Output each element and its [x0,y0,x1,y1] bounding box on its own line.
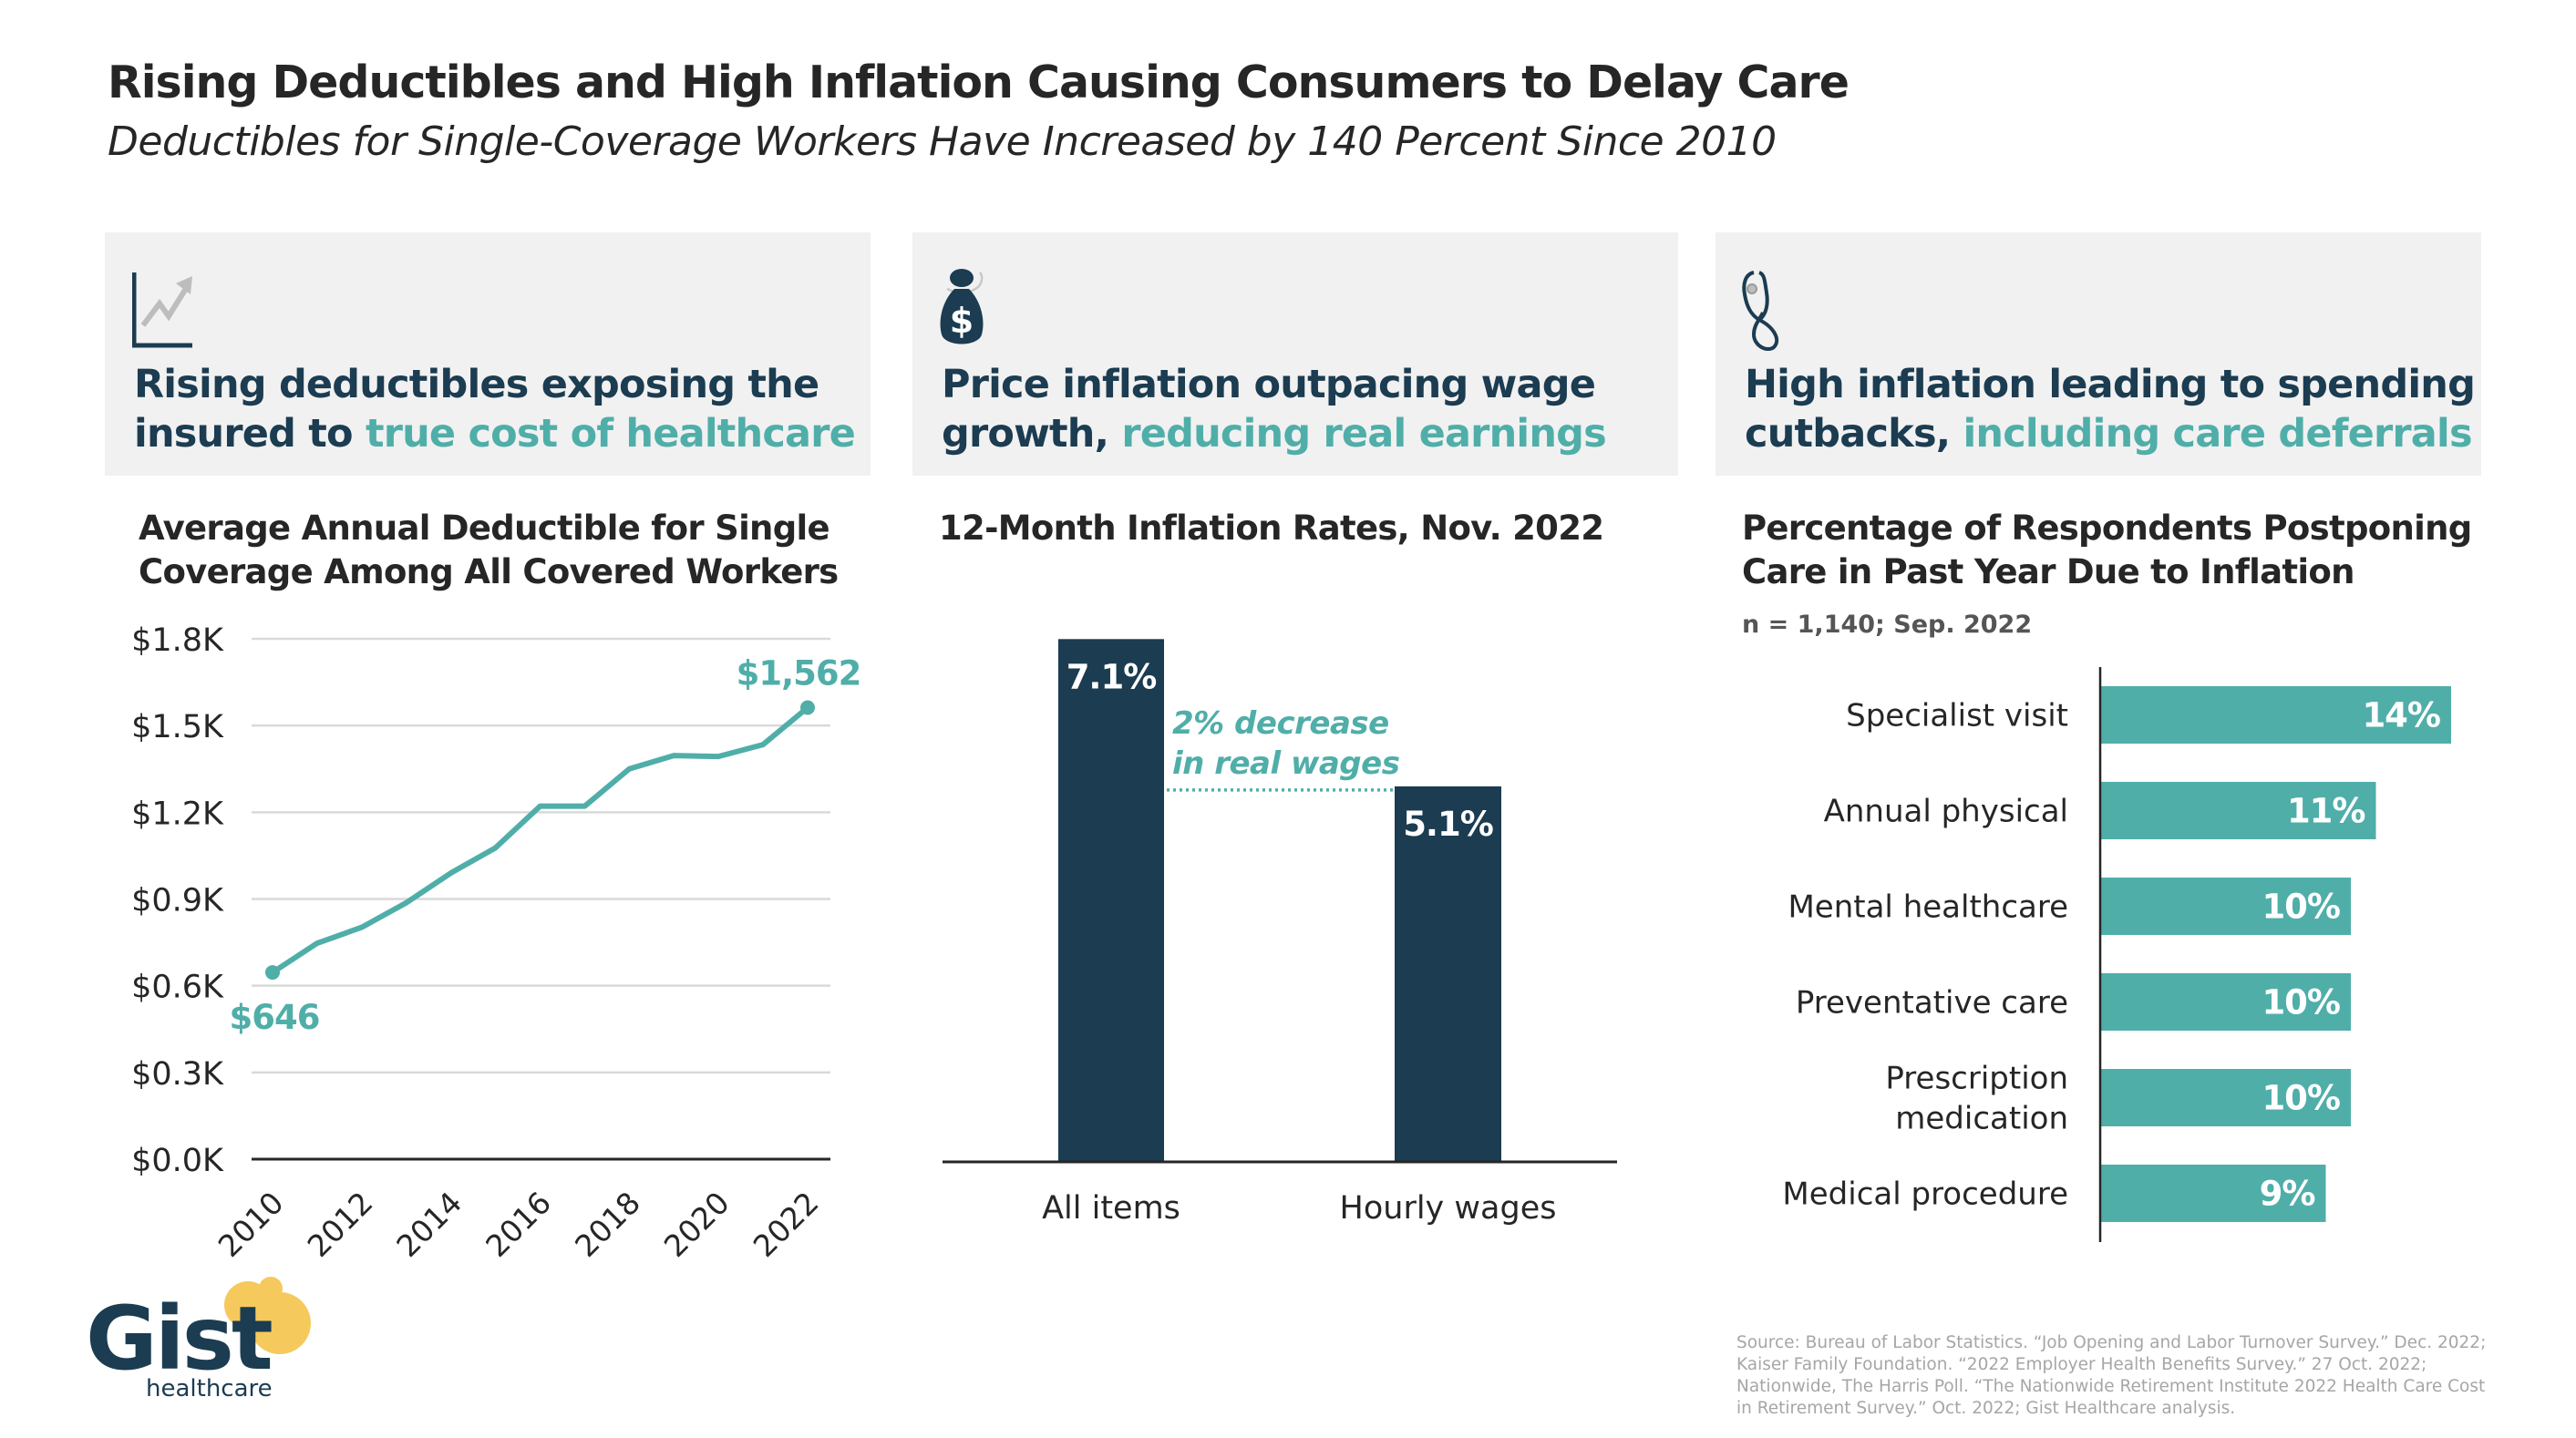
headline-line1: Rising deductibles exposing the [134,362,819,407]
panel-rising-deductibles: Rising deductibles exposing the insured … [105,232,871,476]
panel-headline: High inflation leading to spending cutba… [1745,360,2476,458]
logo-wordmark: Gist [86,1288,272,1390]
bar [2100,973,2351,1031]
panel-headline: Price inflation outpacing wage growth, r… [942,360,1607,458]
svg-text:$: $ [950,301,974,341]
category-label: Hourly wages [1340,1190,1557,1227]
line-chart-title-line2: Coverage Among All Covered Workers [139,552,839,591]
bar-value-label: 10% [2262,1079,2340,1118]
money-bag-icon: $ [940,269,984,344]
bar-value-label: 10% [2262,983,2340,1022]
panel-spending-cutbacks: High inflation leading to spending cutba… [1716,232,2481,476]
data-label-end: $1,562 [737,653,861,693]
category-label: Prescription [1885,1061,2068,1097]
bar-value-label: 14% [2362,696,2440,735]
bar [1058,639,1164,1162]
y-tick-label: $1.8K [131,622,224,659]
y-tick-label: $0.6K [131,970,224,1006]
data-label-start: $646 [230,998,320,1037]
headline-line1: Price inflation outpacing wage [942,362,1596,407]
category-label: Medical procedure [1782,1176,2068,1213]
y-tick-label: $0.0K [131,1143,224,1179]
bar-value-label: 7.1% [1066,657,1157,696]
page-subtitle: Deductibles for Single-Coverage Workers … [108,118,1777,165]
bar [2100,686,2451,744]
annotation-line2: in real wages [1172,745,1400,782]
headline-dark: insured to [134,411,366,457]
bar [2100,1165,2326,1222]
category-label: Annual physical [1824,794,2068,830]
bar-chart-title: 12-Month Inflation Rates, Nov. 2022 [939,508,1604,548]
y-tick-label: $1.5K [131,709,224,745]
headline-accent: reducing real earnings [1121,411,1606,457]
y-tick-label: $1.2K [131,796,224,832]
postponing-care-bar-chart: 14% Specialist visit 11% Annual physical 10%… [1782,667,2451,1242]
category-label: medication [1895,1101,2068,1137]
line-chart-title-line1: Average Annual Deductible for Single [139,508,830,548]
hbar-chart-title-line1: Percentage of Respondents Postponing [1742,508,2472,548]
category-label: Specialist visit [1846,698,2068,734]
bar [2100,782,2376,839]
logo-bubble-main [249,1292,311,1354]
bar-value-label: 10% [2262,888,2340,927]
panel-headline: Rising deductibles exposing the insured … [134,360,856,458]
inflation-bar-chart: 7.1% All items 5.1% Hourly wages 2% decreas… [943,639,1617,1227]
deductible-line-chart: $0.0K$0.3K$0.6K$0.9K$1.2K$1.5K$1.8K 2010… [131,622,861,1264]
category-label: All items [1042,1190,1180,1227]
headline-dark: cutbacks, [1745,411,1963,457]
panel-price-inflation: $ Price inflation outpacing wage growth,… [912,232,1678,476]
trend-chart-icon [132,272,192,348]
headline-line1: High inflation leading to spending [1745,362,2476,407]
headline-dark: growth, [942,411,1122,457]
source-citation: Source: Bureau of Labor Statistics. “Job… [1736,1333,2487,1418]
hbar-chart-title-line2: Care in Past Year Due to Inflation [1742,552,2354,591]
data-point [265,965,280,981]
gist-healthcare-logo: Gist healthcare [86,1277,311,1402]
hbar-chart-title: Percentage of Respondents Postponing Car… [1742,507,2472,594]
y-tick-label: $0.3K [131,1056,224,1093]
bar-value-label: 11% [2287,792,2365,831]
bar [2100,878,2351,935]
survey-note: n = 1,140; Sep. 2022 [1742,611,2033,639]
page-title: Rising Deductibles and High Inflation Ca… [108,56,1850,108]
y-tick-label: $0.9K [131,883,224,919]
bar [1395,786,1501,1162]
category-label: Preventative care [1796,985,2068,1022]
annotation-line1: 2% decrease [1172,705,1389,742]
stethoscope-icon [1742,271,1779,351]
bar [2100,1069,2351,1126]
logo-subtext: healthcare [146,1375,273,1402]
headline-accent: including care deferrals [1963,411,2472,457]
category-label: Mental healthcare [1788,889,2068,926]
data-point [800,700,815,715]
headline-accent: true cost of healthcare [365,411,856,457]
line-chart-title: Average Annual Deductible for Single Cov… [139,507,839,594]
bar-value-label: 5.1% [1403,805,1493,844]
bar-value-label: 9% [2260,1175,2315,1214]
